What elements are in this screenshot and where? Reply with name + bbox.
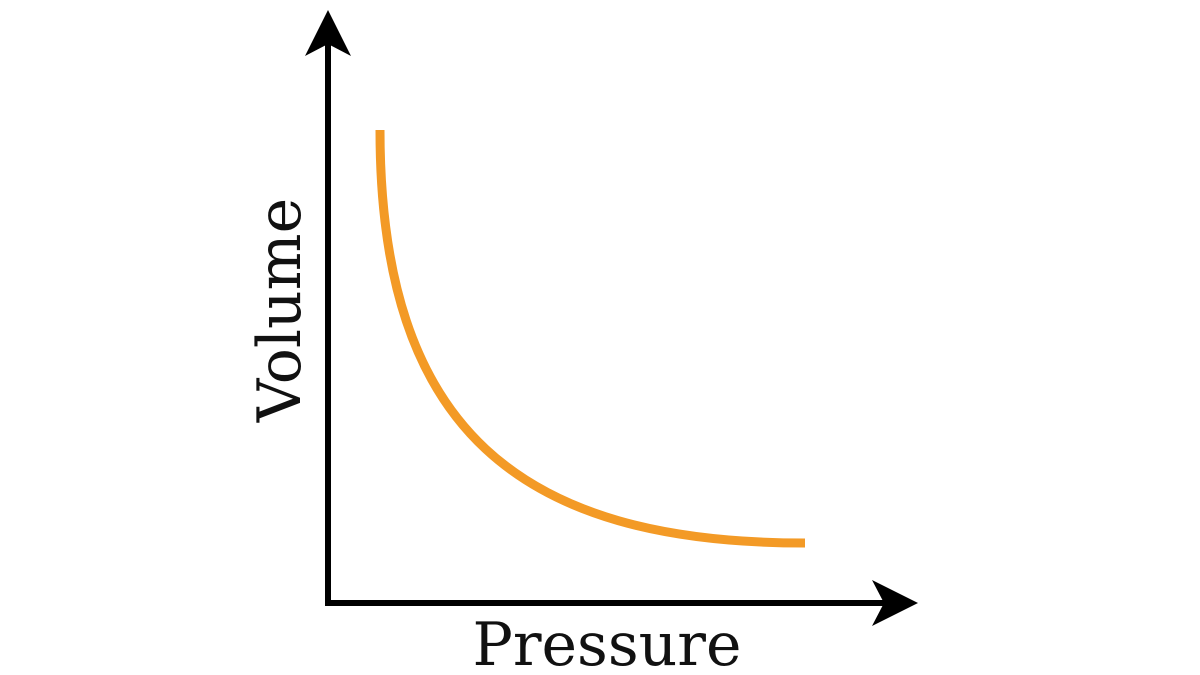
x-axis-arrow <box>872 580 918 626</box>
curve <box>375 129 806 548</box>
y-axis-label: Volume <box>245 198 315 423</box>
y-axis-arrow <box>305 10 351 56</box>
x-axis-label: Pressure <box>473 610 742 675</box>
